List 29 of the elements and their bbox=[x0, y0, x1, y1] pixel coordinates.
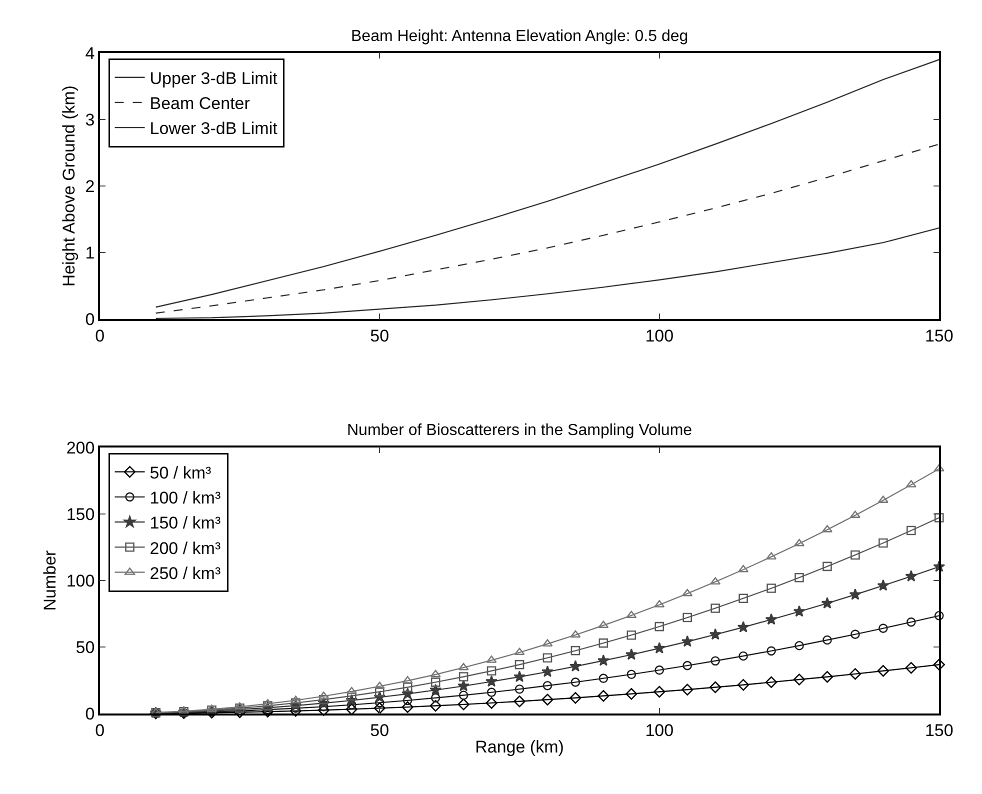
legend-label: Upper 3-dB Limit bbox=[150, 68, 278, 88]
legend-label: 150 / km³ bbox=[150, 514, 221, 533]
legend-label: 50 / km³ bbox=[150, 463, 212, 482]
x-tick-label: 50 bbox=[370, 326, 390, 346]
x-axis-title: Range (km) bbox=[475, 738, 564, 757]
y-tick-label: 1 bbox=[85, 244, 95, 263]
y-tick-label: 50 bbox=[76, 638, 95, 658]
x-tick-label: 150 bbox=[924, 720, 954, 740]
chart-title: Number of Bioscatterers in the Sampling Volume bbox=[347, 422, 692, 439]
y-tick-label: 200 bbox=[66, 438, 95, 458]
legend-label: Beam Center bbox=[150, 94, 250, 114]
x-tick-label: 100 bbox=[645, 720, 674, 740]
x-tick-label: 150 bbox=[924, 326, 954, 346]
y-axis-title: Number bbox=[40, 550, 60, 611]
y-tick-label: 0 bbox=[85, 704, 95, 724]
legend-label: Lower 3-dB Limit bbox=[150, 119, 278, 138]
y-tick-label: 2 bbox=[85, 176, 95, 196]
y-tick-label: 4 bbox=[85, 44, 95, 63]
y-axis-title: Height Above Ground (km) bbox=[59, 85, 78, 287]
y-tick-label: 150 bbox=[66, 504, 95, 524]
x-tick-label: 100 bbox=[645, 326, 674, 346]
x-tick-label: 50 bbox=[370, 720, 390, 740]
y-tick-label: 100 bbox=[66, 571, 95, 590]
y-tick-label: 3 bbox=[85, 110, 95, 130]
y-tick-label: 0 bbox=[85, 310, 95, 330]
legend-label: 100 / km³ bbox=[150, 488, 221, 508]
legend-label: 200 / km³ bbox=[150, 538, 221, 558]
legend-label: 250 / km³ bbox=[150, 564, 221, 583]
chart-title: Beam Height: Antenna Elevation Angle: 0.5 deg bbox=[351, 28, 688, 45]
